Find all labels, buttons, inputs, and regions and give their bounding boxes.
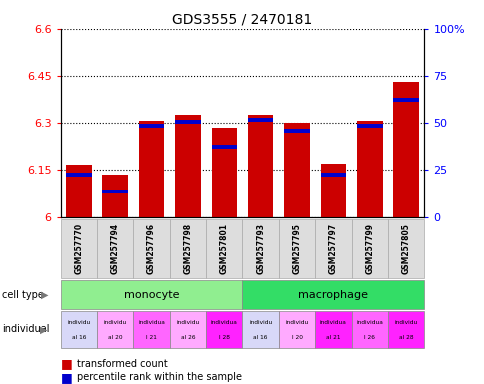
Text: individu: individu xyxy=(249,320,272,325)
Text: individu: individu xyxy=(176,320,199,325)
Bar xyxy=(356,121,382,217)
Text: percentile rank within the sample: percentile rank within the sample xyxy=(76,372,241,382)
Text: al 16: al 16 xyxy=(253,335,267,340)
Text: al 21: al 21 xyxy=(326,335,340,340)
Text: transformed count: transformed count xyxy=(76,359,167,369)
Bar xyxy=(320,173,346,177)
Text: ▶: ▶ xyxy=(40,324,47,334)
Bar xyxy=(211,145,237,149)
Bar xyxy=(247,115,273,217)
Bar xyxy=(66,165,91,217)
Text: individu: individu xyxy=(285,320,308,325)
Bar xyxy=(138,124,164,128)
Title: GDS3555 / 2470181: GDS3555 / 2470181 xyxy=(172,12,312,26)
Bar xyxy=(175,120,200,124)
Bar xyxy=(102,190,128,194)
Text: individua: individua xyxy=(211,320,237,325)
Text: ■: ■ xyxy=(60,358,72,371)
Text: GSM257805: GSM257805 xyxy=(401,223,410,274)
Bar xyxy=(284,123,309,217)
Text: GSM257794: GSM257794 xyxy=(110,223,120,274)
Text: l 26: l 26 xyxy=(363,335,375,340)
Bar xyxy=(211,127,237,217)
Text: GSM257801: GSM257801 xyxy=(219,223,228,274)
Bar xyxy=(175,115,200,217)
Bar xyxy=(356,124,382,128)
Text: GSM257799: GSM257799 xyxy=(364,223,374,274)
Text: l 20: l 20 xyxy=(291,335,302,340)
Bar xyxy=(320,164,346,217)
Text: ▶: ▶ xyxy=(41,290,48,300)
Text: l 28: l 28 xyxy=(218,335,229,340)
Bar xyxy=(393,82,418,217)
Text: individua: individua xyxy=(319,320,346,325)
Text: cell type: cell type xyxy=(2,290,44,300)
Text: individua: individua xyxy=(356,320,382,325)
Text: individual: individual xyxy=(2,324,50,334)
Text: macrophage: macrophage xyxy=(298,290,368,300)
Text: l 21: l 21 xyxy=(146,335,157,340)
Text: al 28: al 28 xyxy=(398,335,413,340)
Text: GSM257793: GSM257793 xyxy=(256,223,265,274)
Text: GSM257795: GSM257795 xyxy=(292,223,301,274)
Text: monocyte: monocyte xyxy=(123,290,179,300)
Bar xyxy=(284,129,309,133)
Text: individu: individu xyxy=(67,320,90,325)
Bar xyxy=(393,98,418,101)
Text: al 16: al 16 xyxy=(72,335,86,340)
Text: individua: individua xyxy=(138,320,165,325)
Text: GSM257796: GSM257796 xyxy=(147,223,156,274)
Text: GSM257798: GSM257798 xyxy=(183,223,192,274)
Text: individu: individu xyxy=(104,320,126,325)
Text: ■: ■ xyxy=(60,371,72,384)
Bar xyxy=(66,173,91,177)
Text: al 20: al 20 xyxy=(107,335,122,340)
Bar xyxy=(102,175,128,217)
Bar xyxy=(247,119,273,122)
Text: al 26: al 26 xyxy=(181,335,195,340)
Bar xyxy=(138,121,164,217)
Text: GSM257797: GSM257797 xyxy=(328,223,337,274)
Text: GSM257770: GSM257770 xyxy=(74,223,83,274)
Text: individu: individu xyxy=(394,320,417,325)
